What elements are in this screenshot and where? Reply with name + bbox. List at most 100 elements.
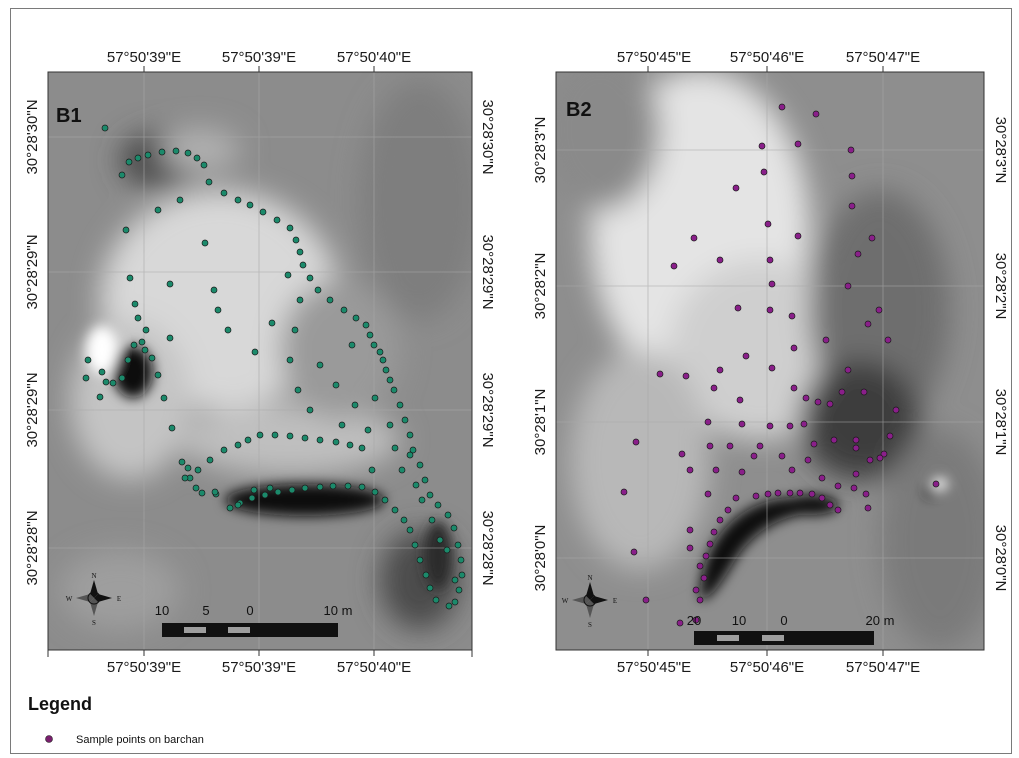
b1-sample-point (234, 441, 242, 449)
b1-sample-point (338, 421, 346, 429)
b2-sample-point (756, 442, 764, 450)
b2-sample-point (875, 306, 883, 314)
b1-north-arrow-icon: N S W E (66, 572, 121, 627)
b1-left-label-2: 30°28'29"N (24, 234, 41, 309)
b2-right-label-4: 30°28'0"N (992, 525, 1009, 592)
b2-sample-point (826, 400, 834, 408)
b2-sample-point (710, 384, 718, 392)
b2-sample-point (880, 450, 888, 458)
b2-sample-point (844, 282, 852, 290)
legend-point-symbol-icon (45, 735, 53, 743)
b1-left-label-1: 30°28'30"N (24, 99, 41, 174)
b1-sample-point (166, 334, 174, 342)
b2-sample-point (802, 394, 810, 402)
b1-sample-point (371, 394, 379, 402)
b1-sample-point (184, 149, 192, 157)
b2-sample-point (810, 440, 818, 448)
b2-compass-w: W (562, 597, 569, 605)
b2-sample-point (686, 526, 694, 534)
b2-sample-point (850, 484, 858, 492)
b1-right-label-4: 30°28'28"N (479, 510, 496, 585)
b2-sample-point (702, 552, 710, 560)
b1-sample-point (184, 464, 192, 472)
b1-sample-point (314, 286, 322, 294)
b1-sample-point (261, 491, 269, 499)
b2-sample-point (682, 372, 690, 380)
b1-sample-point (271, 431, 279, 439)
b2-sample-point (818, 494, 826, 502)
b1-sample-point (181, 474, 189, 482)
b1-bottom-label-1: 57°50'39"E (107, 659, 181, 676)
b1-sample-point (326, 296, 334, 304)
b1-sample-point (220, 189, 228, 197)
b1-scale-label-1: 10 (155, 603, 169, 618)
b2-sample-point (814, 398, 822, 406)
b1-sample-point (126, 274, 134, 282)
b2-sample-point (876, 454, 884, 462)
b2-top-label-3: 57°50'47"E (846, 49, 920, 66)
b1-sample-point (84, 356, 92, 364)
b2-sample-point (696, 596, 704, 604)
b1-top-label-3: 57°50'40"E (337, 49, 411, 66)
b2-sample-point (716, 256, 724, 264)
b2-sample-point (886, 432, 894, 440)
b1-sample-point (154, 371, 162, 379)
b2-sample-point (868, 234, 876, 242)
b1-top-label-2: 57°50'39"E (222, 49, 296, 66)
b2-sample-point (830, 436, 838, 444)
b1-sample-point (444, 511, 452, 519)
b2-sample-point (764, 220, 772, 228)
b2-sample-point (834, 482, 842, 490)
b1-sample-point (352, 314, 360, 322)
b2-sample-point (764, 490, 772, 498)
b2-right-label-1: 30°28'3"N (992, 117, 1009, 184)
b1-sample-point (436, 536, 444, 544)
b2-sample-point (736, 396, 744, 404)
b1-sample-point (426, 584, 434, 592)
b2-panel-label: B2 (566, 99, 592, 121)
b1-sample-point (274, 488, 282, 496)
b1-sample-point (329, 482, 337, 490)
b2-compass-n: N (587, 574, 592, 582)
b1-sample-point (316, 361, 324, 369)
b1-sample-point (141, 346, 149, 354)
b1-sample-point (299, 261, 307, 269)
b1-compass-s: S (92, 619, 96, 627)
b2-sample-point (724, 506, 732, 514)
b1-sample-point (201, 239, 209, 247)
b1-sample-point (138, 338, 146, 346)
b1-sample-point (273, 216, 281, 224)
b2-top-label-2: 57°50'46"E (730, 49, 804, 66)
b2-top-label-1: 57°50'45"E (617, 49, 691, 66)
b1-sample-point (401, 416, 409, 424)
b1-sample-point (266, 484, 274, 492)
b1-right-label-3: 30°28'29"N (479, 372, 496, 447)
b1-sample-point (102, 378, 110, 386)
b1-sample-point (306, 406, 314, 414)
b2-sample-point (738, 468, 746, 476)
b2-sample-point (796, 489, 804, 497)
b1-sample-point (386, 376, 394, 384)
b2-left-label-2: 30°28'2"N (532, 253, 549, 320)
b2-sample-point (864, 504, 872, 512)
b1-sample-point (418, 496, 426, 504)
b2-sample-point (790, 384, 798, 392)
b1-sample-point (210, 286, 218, 294)
b2-sample-point (630, 548, 638, 556)
b2-sample-point (706, 540, 714, 548)
b2-sample-point (700, 574, 708, 582)
b2-sample-point (794, 232, 802, 240)
b2-sample-point (704, 418, 712, 426)
b1-scale-label-3: 0 (246, 603, 253, 618)
b1-sample-point (332, 381, 340, 389)
b1-sample-point (193, 154, 201, 162)
b1-sample-point (390, 386, 398, 394)
b1-right-label-1: 30°28'30"N (479, 99, 496, 174)
b2-sample-point (678, 450, 686, 458)
b2-sample-point (864, 320, 872, 328)
legend-item-label: Sample points on barchan (76, 734, 204, 746)
b1-sample-point (118, 171, 126, 179)
b1-sample-point (364, 426, 372, 434)
b1-sample-point (428, 516, 436, 524)
b2-sample-point (826, 501, 834, 509)
